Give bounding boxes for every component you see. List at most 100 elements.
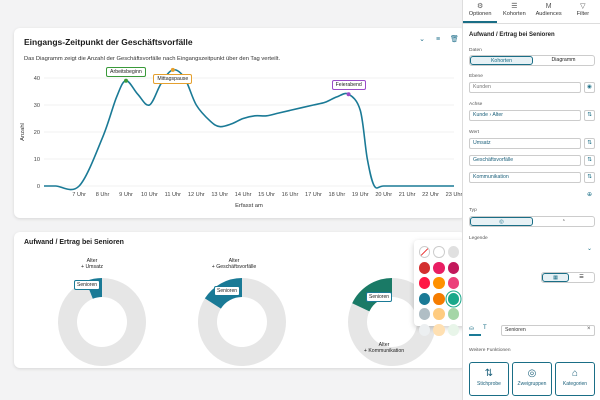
panel-section-title: Aufwand / Ertrag bei Senioren bbox=[469, 32, 555, 38]
stichprobe-button[interactable]: ⇅ Stichprobe bbox=[469, 362, 509, 396]
target-icon: ◎ bbox=[527, 368, 537, 379]
menu-icon[interactable]: ≡ bbox=[435, 36, 441, 43]
tab-kohorten[interactable]: ☰ Kohorten bbox=[497, 0, 531, 23]
wert-select-2[interactable]: Geschäftsvorfälle bbox=[469, 155, 581, 166]
card-description: Das Diagramm zeigt die Anzahl der Geschä… bbox=[24, 56, 281, 62]
pie-type-icon[interactable]: ◔ bbox=[561, 218, 566, 224]
color-swatch[interactable] bbox=[433, 246, 445, 258]
color-swatch[interactable] bbox=[419, 292, 431, 305]
seniors-card: Aufwand / Ertrag bei Senioren Alter + Um… bbox=[14, 232, 466, 368]
x-tick-label: 15 Uhr bbox=[258, 192, 275, 198]
sort-icon[interactable]: ⇅ bbox=[584, 110, 595, 121]
wert-select-1[interactable]: Umsatz bbox=[469, 138, 581, 149]
filter-value-field[interactable]: Senioren bbox=[501, 325, 595, 336]
annotation-arbeitsbeginn[interactable]: Arbeitsbeginn bbox=[106, 66, 146, 77]
donut-3-tag[interactable]: Senioren bbox=[366, 292, 393, 302]
zweigruppen-button[interactable]: ◎ Zweigruppen bbox=[512, 362, 552, 396]
settings-panel: ⚙ Optionen ☰ Kohorten M Audiences ▽ Filt… bbox=[462, 0, 600, 400]
wert-select-3[interactable]: Kommunikation bbox=[469, 172, 581, 183]
donut-axis-label: Alter bbox=[228, 258, 240, 264]
trash-icon[interactable]: 🗑 bbox=[450, 36, 459, 43]
sort-icon[interactable]: ⇅ bbox=[584, 138, 595, 149]
annotation-marker bbox=[170, 67, 175, 72]
color-swatch[interactable] bbox=[433, 308, 445, 320]
color-swatch[interactable] bbox=[433, 323, 445, 336]
button-label: Stichprobe bbox=[477, 381, 501, 387]
sort-icon[interactable]: ⇅ bbox=[584, 172, 595, 183]
add-value-icon[interactable]: ⊕ bbox=[587, 192, 593, 198]
card-toolbar: ⌄ ≡ 🗑 bbox=[418, 36, 459, 44]
color-swatch[interactable] bbox=[447, 308, 460, 320]
chevron-collapse-icon[interactable]: ⌄ bbox=[419, 36, 425, 43]
ebene-select[interactable]: Kunden bbox=[469, 82, 581, 93]
kategorien-button[interactable]: ⌂ Kategorien bbox=[555, 362, 595, 396]
color-swatch[interactable] bbox=[419, 261, 431, 274]
color-swatch[interactable] bbox=[433, 277, 445, 289]
bucket-icon[interactable]: ⛀ bbox=[469, 326, 475, 332]
y-tick-label: 30 bbox=[34, 103, 40, 109]
chart-type-toggle: ◎ ◔ bbox=[469, 216, 595, 227]
close-icon[interactable]: × bbox=[587, 326, 591, 332]
card-title: Eingangs-Zeitpunkt der Geschäftsvorfälle bbox=[24, 37, 193, 47]
chevron-down-icon[interactable]: ⌄ bbox=[587, 246, 593, 252]
color-swatch[interactable] bbox=[433, 261, 445, 274]
x-tick-label: 18 Uhr bbox=[328, 192, 345, 198]
x-tick-label: 8 Uhr bbox=[96, 192, 110, 198]
color-swatch[interactable] bbox=[419, 308, 431, 320]
donut-1-tag[interactable]: Senioren bbox=[74, 280, 101, 290]
annotation-marker bbox=[346, 92, 351, 97]
donut-value-label: + Umsatz bbox=[80, 264, 104, 270]
donut-axis-label: Alter bbox=[378, 342, 390, 348]
color-swatch[interactable] bbox=[447, 261, 460, 274]
color-swatch[interactable] bbox=[447, 277, 460, 289]
grid-layout-icon[interactable]: ▦ bbox=[542, 273, 569, 282]
line-chart: 0 10 20 30 40 7 Uhr 8 Uhr 9 Uhr 10 Uhr 11 Uhr 12 U… bbox=[20, 67, 463, 209]
donut-2-head: Alter + Geschäftsvorfälle bbox=[204, 258, 264, 270]
donut-value-label: + Geschäftsvorfälle bbox=[211, 264, 257, 270]
no-color-swatch[interactable] bbox=[419, 246, 431, 258]
donut-axis-label: Alter bbox=[86, 258, 98, 264]
y-tick-label: 0 bbox=[37, 184, 40, 190]
donut-2-tag[interactable]: Senioren bbox=[214, 286, 241, 296]
wert-label: Wert bbox=[469, 130, 480, 135]
donut-type-icon[interactable]: ◎ bbox=[470, 217, 533, 226]
y-tick-label: 10 bbox=[34, 157, 40, 163]
y-axis-label: Anzahl bbox=[20, 123, 26, 141]
tab-audiences[interactable]: M Audiences bbox=[532, 0, 566, 23]
tab-label: Optionen bbox=[468, 11, 492, 17]
tab-filter[interactable]: ▽ Filter bbox=[566, 0, 600, 23]
tab-label: Audiences bbox=[535, 11, 562, 17]
text-icon[interactable]: T bbox=[483, 325, 487, 331]
x-tick-label: 10 Uhr bbox=[141, 192, 158, 198]
annotation-mittagspause[interactable]: Mittagspause bbox=[153, 73, 193, 84]
achse-select[interactable]: Kunde › Alter bbox=[469, 110, 581, 121]
panel-tabs: ⚙ Optionen ☰ Kohorten M Audiences ▽ Filt… bbox=[463, 0, 600, 24]
ebene-label: Ebene bbox=[469, 74, 483, 79]
eye-icon[interactable]: ◉ bbox=[584, 82, 595, 93]
donut-rest-slice bbox=[198, 278, 287, 366]
cylinder-icon: ☰ bbox=[511, 3, 518, 10]
tab-label: Kohorten bbox=[503, 11, 526, 17]
layout-toggle: ▦ ☰ bbox=[541, 272, 595, 283]
y-tick-label: 40 bbox=[34, 76, 40, 82]
annotation-feierabend[interactable]: Feierabend bbox=[331, 80, 366, 91]
tab-optionen[interactable]: ⚙ Optionen bbox=[463, 0, 498, 23]
list-layout-icon[interactable]: ☰ bbox=[579, 274, 584, 280]
sort-icon[interactable]: ⇅ bbox=[584, 155, 595, 166]
seg-diagramm[interactable]: Diagramm bbox=[551, 57, 576, 63]
x-tick-label: 20 Uhr bbox=[375, 192, 392, 198]
color-swatch[interactable] bbox=[419, 323, 431, 336]
x-axis-label: Erfasst am bbox=[235, 203, 263, 209]
series-line bbox=[43, 68, 454, 191]
seg-kohorten[interactable]: Kohorten bbox=[470, 56, 533, 65]
color-swatch[interactable] bbox=[447, 246, 460, 258]
audience-icon: M bbox=[545, 3, 552, 10]
color-swatch[interactable] bbox=[447, 323, 460, 336]
donut-value-label: + Kommunikation bbox=[363, 348, 405, 354]
color-swatch[interactable] bbox=[433, 292, 445, 305]
x-tick-label: 7 Uhr bbox=[72, 192, 86, 198]
color-swatch[interactable] bbox=[447, 292, 460, 305]
gear-icon: ⚙ bbox=[476, 3, 484, 10]
color-swatch[interactable] bbox=[419, 277, 431, 289]
x-tick-label: 17 Uhr bbox=[305, 192, 322, 198]
